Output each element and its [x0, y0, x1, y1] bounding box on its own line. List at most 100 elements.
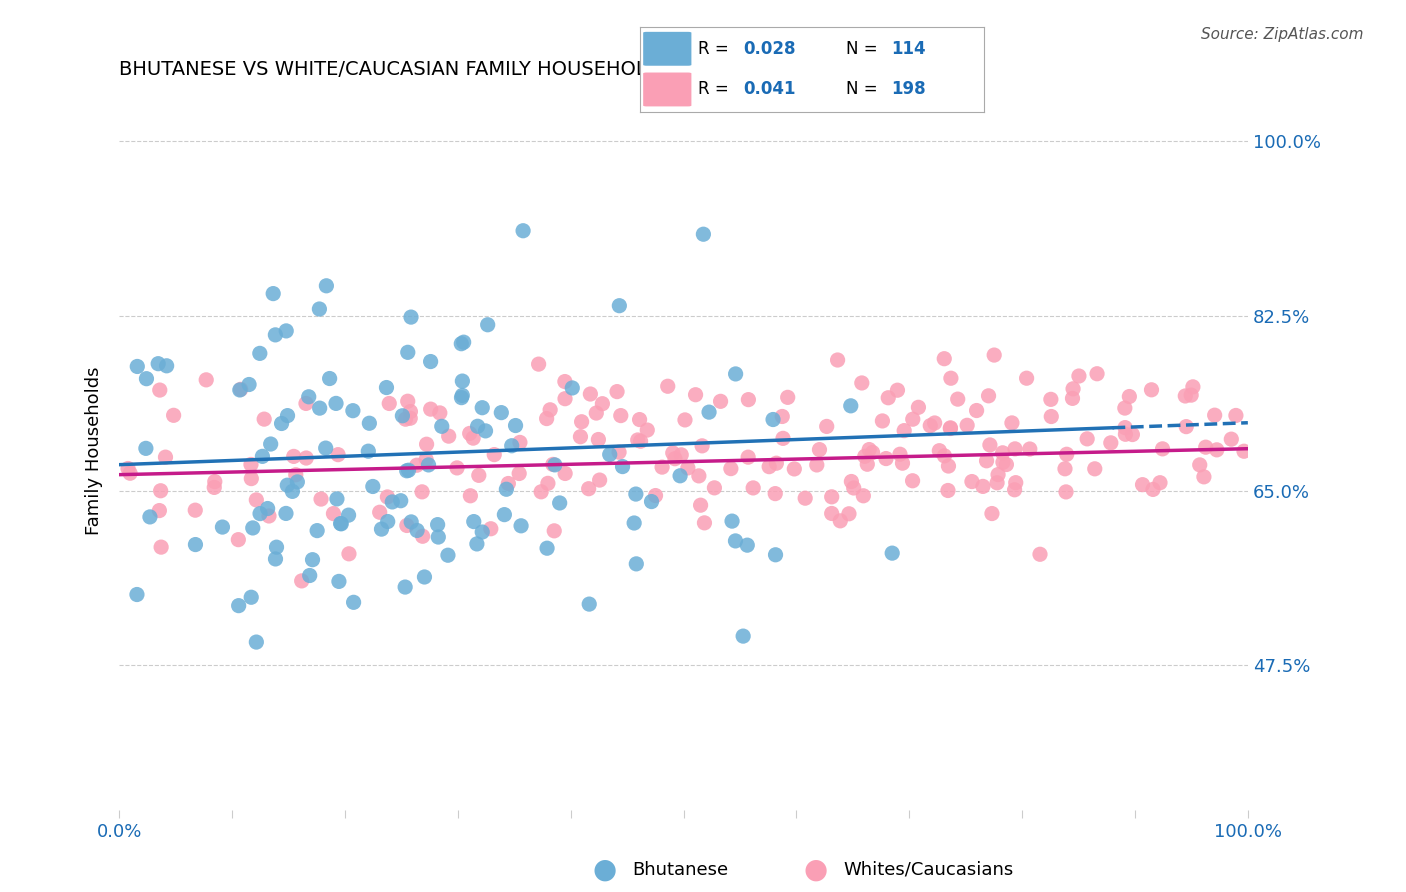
Point: [1004, 442, 1026, 456]
Point: [399, 310, 422, 324]
Point: [1029, 547, 1052, 561]
Point: [821, 490, 844, 504]
Point: [554, 392, 576, 406]
Point: [509, 435, 531, 450]
Point: [554, 467, 576, 481]
Point: [983, 348, 1005, 362]
Point: [315, 441, 337, 455]
Point: [689, 498, 711, 512]
Point: [763, 486, 786, 500]
Point: [938, 458, 960, 473]
Point: [1114, 427, 1136, 442]
Point: [357, 444, 380, 458]
Point: [249, 346, 271, 360]
Point: [821, 507, 844, 521]
Point: [418, 458, 440, 472]
Point: [893, 424, 915, 438]
Point: [607, 299, 630, 313]
Point: [295, 450, 318, 465]
Point: [1067, 369, 1090, 384]
Point: [939, 421, 962, 435]
Point: [228, 533, 250, 547]
FancyBboxPatch shape: [643, 32, 692, 66]
Point: [415, 452, 437, 467]
Point: [853, 450, 876, 464]
Point: [536, 541, 558, 556]
Point: [626, 557, 648, 571]
Point: [1062, 392, 1084, 406]
Point: [238, 377, 260, 392]
Point: [426, 517, 449, 532]
Point: [794, 491, 817, 506]
Point: [939, 421, 962, 435]
Point: [463, 515, 485, 529]
Point: [276, 478, 298, 492]
Point: [991, 455, 1014, 469]
Point: [662, 446, 685, 460]
Point: [882, 546, 904, 560]
Point: [453, 335, 475, 350]
Point: [270, 417, 292, 431]
Text: N =: N =: [846, 40, 883, 58]
Point: [463, 431, 485, 445]
Point: [1084, 462, 1107, 476]
Point: [446, 461, 468, 475]
Point: [1142, 483, 1164, 497]
Point: [724, 533, 747, 548]
Point: [758, 459, 780, 474]
Point: [430, 419, 453, 434]
Point: [688, 469, 710, 483]
Point: [451, 374, 474, 388]
Point: [184, 503, 207, 517]
Point: [298, 390, 321, 404]
Point: [229, 383, 252, 397]
Point: [471, 524, 494, 539]
Point: [966, 403, 988, 417]
Point: [733, 629, 755, 643]
Point: [928, 443, 950, 458]
Point: [827, 353, 849, 368]
Y-axis label: Family Households: Family Households: [86, 367, 103, 535]
Point: [891, 456, 914, 470]
Point: [451, 388, 474, 402]
Point: [981, 507, 1004, 521]
Point: [508, 467, 530, 481]
Point: [239, 458, 262, 472]
Point: [394, 580, 416, 594]
Point: [991, 446, 1014, 460]
Point: [979, 438, 1001, 452]
Point: [498, 476, 520, 491]
Point: [703, 481, 725, 495]
Point: [1233, 444, 1256, 458]
Point: [1040, 409, 1063, 424]
Text: ●: ●: [592, 855, 617, 884]
Point: [606, 384, 628, 399]
Point: [277, 409, 299, 423]
Point: [588, 473, 610, 487]
Point: [627, 433, 650, 447]
Point: [266, 540, 288, 554]
Point: [257, 508, 280, 523]
Point: [399, 411, 422, 425]
Point: [391, 409, 413, 423]
Point: [229, 382, 252, 396]
Point: [673, 413, 696, 427]
Point: [450, 336, 472, 351]
Point: [851, 376, 873, 390]
Text: 0.041: 0.041: [744, 80, 796, 98]
Point: [527, 357, 550, 371]
Point: [437, 429, 460, 443]
Text: 0.028: 0.028: [744, 40, 796, 58]
Point: [337, 547, 360, 561]
Point: [276, 324, 298, 338]
Point: [612, 459, 634, 474]
Point: [156, 359, 179, 373]
Point: [318, 371, 340, 385]
Point: [328, 574, 350, 589]
Point: [651, 460, 673, 475]
Point: [561, 381, 583, 395]
Point: [877, 391, 900, 405]
Point: [260, 437, 283, 451]
Point: [298, 568, 321, 582]
Point: [395, 518, 418, 533]
